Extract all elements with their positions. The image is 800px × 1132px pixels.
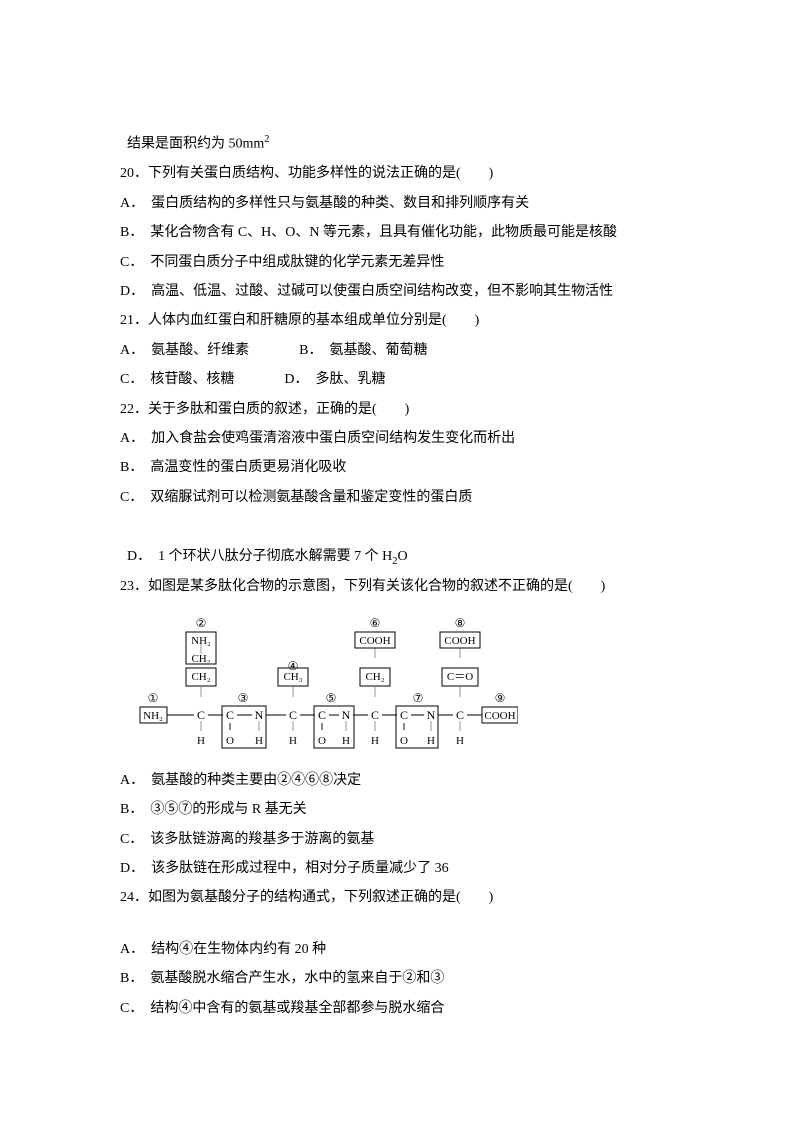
q20-c: C． 不同蛋白质分子中组成肽键的化学元素无差异性 [120, 248, 680, 277]
n-1: N [255, 708, 264, 722]
h-5: H [371, 735, 379, 747]
circ-2: ② [196, 616, 207, 630]
q24-b: B． 氨基酸脱水缩合产生水，水中的氢来自于②和③ [120, 964, 680, 993]
q23-b: B． ③⑤⑦的形成与 R 基无关 [120, 795, 680, 824]
vb-3: ｜ [288, 721, 298, 733]
c-5: C [371, 708, 379, 722]
q21-row1: A． 氨基酸、纤维素 B． 氨基酸、葡萄糖 [120, 336, 680, 365]
q24-a: A． 结构④在生物体内约有 20 种 [120, 935, 680, 964]
carryover-line: 结果是面积约为 50mm2 [120, 100, 680, 159]
h-7: H [456, 735, 464, 747]
grp-ch2-1: CH₂ [191, 653, 210, 665]
q22-d-pre: D． 1 个环状八肽分子彻底水解需要 7 个 H [127, 549, 392, 564]
circ-9: ⑨ [495, 691, 506, 705]
q23-d: D． 该多肽链在形成过程中，相对分子质量减少了 36 [120, 854, 680, 883]
q21-b: B． 氨基酸、葡萄糖 [299, 336, 427, 365]
h-2: H [255, 735, 263, 747]
h-4: H [342, 735, 350, 747]
carry-text: 结果是面积约为 50mm [127, 137, 264, 152]
q21-d: D． 多肽、乳糖 [284, 365, 385, 394]
vb-7: ｜ [455, 721, 465, 733]
peptide-diagram: ① ② ③ ④ ⑤ ⑥ ⑦ ⑧ ⑨ NH₂ NH₂ ｜ CH₂ CH₂ CH₃ … [138, 612, 518, 752]
grp-nh2-left: NH₂ [143, 710, 163, 722]
q22-stem: 22．关于多肽和蛋白质的叙述，正确的是( ) [120, 395, 680, 424]
grp-ch2-1b: CH₂ [191, 671, 210, 683]
grp-cooh-right: COOH [484, 710, 515, 722]
grp-cooh2: COOH [444, 635, 475, 647]
vb-2: ｜ [254, 721, 264, 733]
circ-1: ① [148, 691, 159, 705]
grp-ch2-2: CH₂ [365, 671, 384, 683]
q20-stem: 20．下列有关蛋白质结构、功能多样性的说法正确的是( ) [120, 159, 680, 188]
c-7: C [456, 708, 464, 722]
bar-8a: ｜ [455, 648, 465, 660]
q23-a: A． 氨基酸的种类主要由②④⑥⑧决定 [120, 766, 680, 795]
q23-c: C． 该多肽链游离的羧基多于游离的氨基 [120, 825, 680, 854]
vbar-1: ｜ [196, 687, 206, 699]
q20-a: A． 蛋白质结构的多样性只与氨基酸的种类、数目和排列顺序有关 [120, 189, 680, 218]
q24-stem: 24．如图为氨基酸分子的结构通式，下列叙述正确的是( ) [120, 883, 680, 912]
circ-5: ⑤ [326, 691, 337, 705]
bar-6a: ｜ [370, 648, 380, 660]
carry-sup: 2 [264, 134, 269, 145]
q20-b: B． 某化合物含有 C、H、O、N 等元素，且具有催化功能，此物质最可能是核酸 [120, 218, 680, 247]
q22-b: B． 高温变性的蛋白质更易消化吸收 [120, 453, 680, 482]
vbar-2: ｜ [288, 687, 298, 699]
vb-1: ｜ [196, 721, 206, 733]
h-3: H [289, 735, 297, 747]
n-2: N [342, 708, 351, 722]
circ-7: ⑦ [413, 691, 424, 705]
c-2: C [226, 708, 234, 722]
db-3: ‖ [403, 722, 406, 733]
q24-c: C． 结构④中含有的氨基或羧基全部都参与脱水缩合 [120, 994, 680, 1023]
c-6: C [400, 708, 408, 722]
q22-d-post: O [397, 549, 407, 564]
db-1: ‖ [229, 722, 232, 733]
vb-4: ｜ [341, 721, 351, 733]
circ-3: ③ [238, 691, 249, 705]
o-2: O [318, 735, 326, 747]
vb-6: ｜ [426, 721, 436, 733]
circ-6: ⑥ [370, 616, 381, 630]
h-1: H [197, 735, 205, 747]
vbar-4: ｜ [455, 687, 465, 699]
c-3: C [289, 708, 297, 722]
o-1: O [226, 735, 234, 747]
db-2: ‖ [321, 722, 324, 733]
q21-stem: 21．人体内血红蛋白和肝糖原的基本组成单位分别是( ) [120, 306, 680, 335]
n-3: N [427, 708, 436, 722]
q21-a: A． 氨基酸、纤维素 [120, 336, 249, 365]
vb-5: ｜ [370, 721, 380, 733]
grp-cooh1: COOH [359, 635, 390, 647]
grp-ch3: CH₃ [283, 671, 302, 683]
vbar-3: ｜ [370, 687, 380, 699]
q22-c: C． 双缩脲试剂可以检测氨基酸含量和鉴定变性的蛋白质 [120, 483, 680, 512]
q21-c: C． 核苷酸、核糖 [120, 365, 234, 394]
q24-blank [120, 913, 680, 935]
q22-d: D． 1 个环状八肽分子彻底水解需要 7 个 H2O [120, 512, 680, 572]
q22-a: A． 加入食盐会使鸡蛋清溶液中蛋白质空间结构发生变化而析出 [120, 424, 680, 453]
q23-stem: 23．如图是某多肽化合物的示意图，下列有关该化合物的叙述不正确的是( ) [120, 572, 680, 601]
o-3: O [400, 735, 408, 747]
c-1: C [197, 708, 205, 722]
q20-d: D． 高温、低温、过酸、过碱可以使蛋白质空间结构改变，但不影响其生物活性 [120, 277, 680, 306]
c-4: C [318, 708, 326, 722]
grp-co: C＝O [447, 671, 473, 683]
circ-8: ⑧ [455, 616, 466, 630]
q21-row2: C． 核苷酸、核糖 D． 多肽、乳糖 [120, 365, 680, 394]
h-6: H [427, 735, 435, 747]
